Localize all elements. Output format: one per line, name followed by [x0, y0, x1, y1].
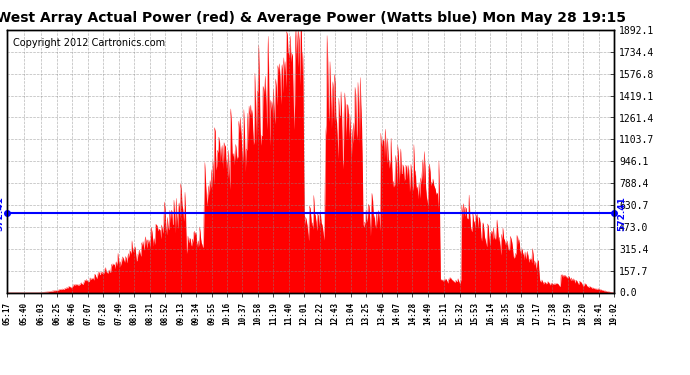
- Text: 572.41: 572.41: [617, 196, 626, 231]
- Text: 572.41: 572.41: [0, 196, 4, 231]
- Text: West Array Actual Power (red) & Average Power (Watts blue) Mon May 28 19:15: West Array Actual Power (red) & Average …: [0, 11, 626, 25]
- Text: Copyright 2012 Cartronics.com: Copyright 2012 Cartronics.com: [13, 38, 165, 48]
